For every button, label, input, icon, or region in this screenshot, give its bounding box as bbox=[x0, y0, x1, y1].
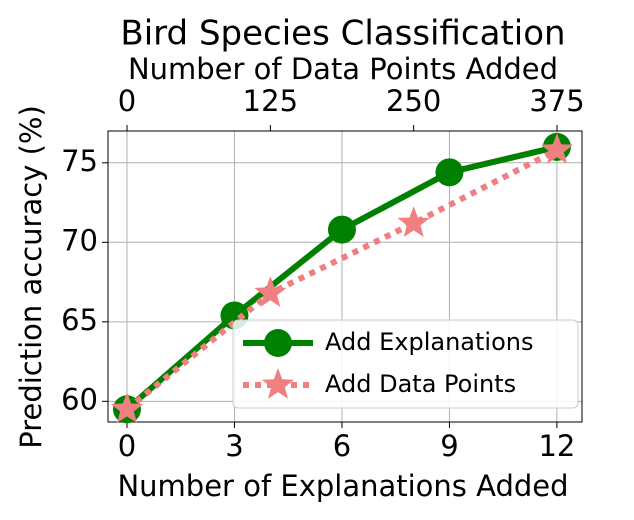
legend-label: Add Explanations bbox=[325, 328, 533, 356]
x-axis-label: Number of Explanations Added bbox=[117, 469, 568, 503]
legend-marker bbox=[264, 329, 292, 357]
y-tick-label: 70 bbox=[61, 223, 98, 257]
x-tick-label: 12 bbox=[538, 429, 575, 463]
y-axis-label: Prediction accuracy (%) bbox=[14, 105, 48, 449]
x-tick-label: 0 bbox=[118, 429, 136, 463]
x-tick-label: 9 bbox=[440, 429, 458, 463]
plot-frame bbox=[107, 130, 583, 423]
x2-tick-label: 0 bbox=[118, 84, 136, 118]
legend-label: Add Data Points bbox=[325, 370, 516, 398]
x-tick-label: 6 bbox=[333, 429, 351, 463]
x2-tick-label: 250 bbox=[386, 84, 441, 118]
y-tick-label: 65 bbox=[61, 303, 98, 337]
x2-axis-label: Number of Data Points Added bbox=[128, 52, 558, 86]
chart-title: Bird Species Classification bbox=[120, 14, 565, 54]
y-tick-label: 75 bbox=[61, 144, 98, 178]
x-tick-label: 3 bbox=[225, 429, 243, 463]
x2-tick-label: 375 bbox=[529, 84, 584, 118]
x2-tick-label: 125 bbox=[243, 84, 298, 118]
star-marker bbox=[397, 206, 430, 237]
legend-marker bbox=[261, 368, 295, 399]
series-line bbox=[125, 147, 559, 412]
star-marker bbox=[254, 276, 287, 307]
circle-marker bbox=[435, 158, 464, 187]
star-marker bbox=[110, 392, 144, 423]
legend: Add Explanations Add Data Points bbox=[232, 319, 579, 409]
star-marker bbox=[540, 133, 574, 164]
legend-frame bbox=[232, 319, 579, 409]
circle-marker bbox=[327, 215, 356, 244]
y-tick-label: 60 bbox=[61, 382, 98, 416]
